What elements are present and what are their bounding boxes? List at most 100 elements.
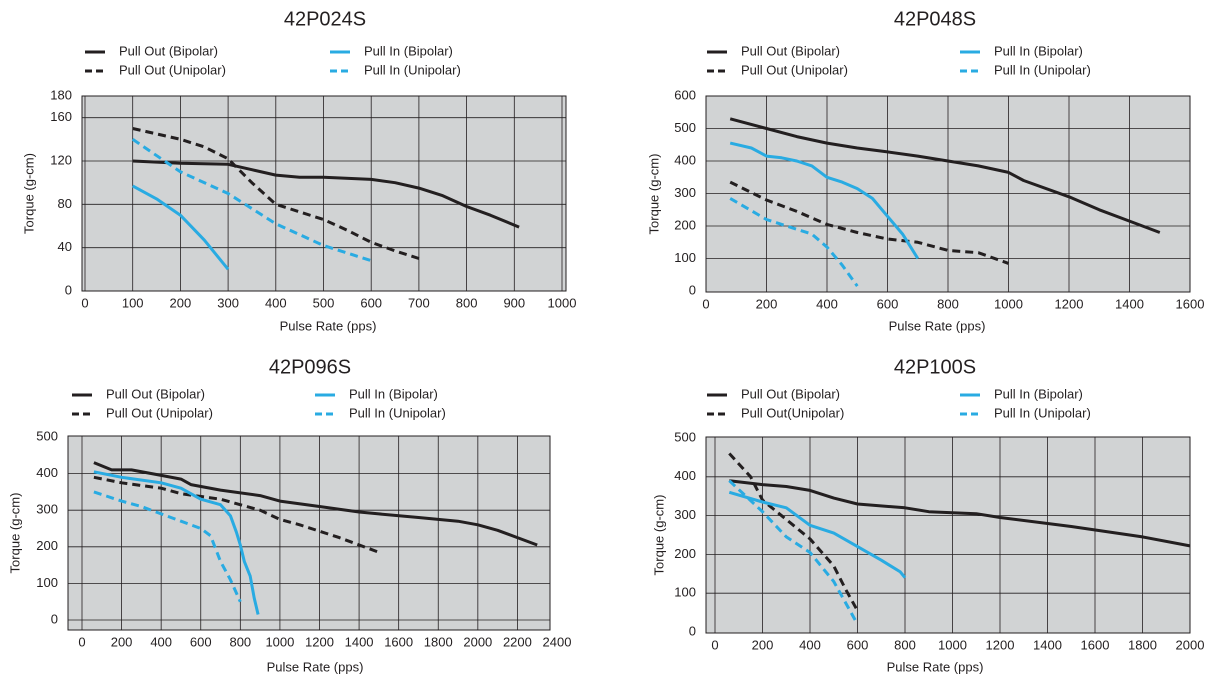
plot-area [81,95,567,292]
series-line [93,475,380,554]
legend-label: Pull In (Bipolar) [349,386,438,401]
x-tick-label: 200 [752,637,774,652]
legend-label: Pull In (Bipolar) [994,43,1083,58]
x-tick-label: 800 [456,295,478,310]
x-axis-label: Pulse Rate (pps) [887,659,984,674]
x-tick-label: 600 [847,637,869,652]
plot-area [67,435,551,631]
x-tick-label: 1200 [1055,296,1084,311]
x-tick-label: 1600 [1176,296,1205,311]
x-tick-label: 1000 [548,295,577,310]
legend-label: Pull Out (Bipolar) [106,386,205,401]
y-axis-label: Torque (g-cm) [21,153,36,234]
x-tick-label: 800 [229,634,251,649]
x-tick-label: 600 [360,295,382,310]
y-tick-label: 300 [36,502,58,517]
x-tick-label: 0 [702,296,709,311]
series-line [93,470,260,615]
y-tick-label: 300 [674,507,696,522]
y-tick-label: 160 [50,109,72,124]
x-tick-label: 1800 [424,634,453,649]
y-tick-label: 100 [674,250,696,265]
y-tick-label: 0 [689,282,696,297]
x-tick-label: 1200 [986,637,1015,652]
y-tick-label: 120 [50,152,72,167]
series-line [728,452,859,612]
y-tick-label: 100 [674,585,696,600]
y-axis-label: Torque (g-cm) [651,495,666,576]
x-axis-label: Pulse Rate (pps) [267,659,364,674]
y-tick-label: 200 [674,546,696,561]
x-tick-label: 200 [111,634,133,649]
x-tick-label: 400 [265,295,287,310]
y-tick-label: 500 [674,429,696,444]
y-tick-label: 500 [674,120,696,135]
legend-label: Pull Out (Bipolar) [741,43,840,58]
series-line [131,184,230,271]
series-line [729,141,920,260]
x-tick-label: 1400 [1115,296,1144,311]
y-axis-label: Torque (g-cm) [7,493,22,574]
series-line [132,159,520,229]
legend-label: Pull Out(Unipolar) [741,405,844,420]
x-tick-label: 1400 [345,634,374,649]
y-tick-label: 400 [674,468,696,483]
x-tick-label: 700 [408,295,430,310]
x-tick-label: 1800 [1128,637,1157,652]
x-tick-label: 1000 [265,634,294,649]
x-tick-label: 800 [894,637,916,652]
series-line [729,197,859,287]
legend-label: Pull In (Bipolar) [994,386,1083,401]
x-tick-label: 2000 [1176,637,1205,652]
y-tick-label: 180 [50,87,72,102]
x-tick-label: 1600 [1081,637,1110,652]
series-line [131,138,372,263]
y-tick-label: 80 [58,196,72,211]
x-axis-label: Pulse Rate (pps) [889,318,986,333]
x-tick-label: 400 [150,634,172,649]
x-tick-label: 0 [78,634,85,649]
chart-title: 42P048S [894,8,976,30]
x-tick-label: 1400 [1033,637,1062,652]
legend-label: Pull Out (Bipolar) [741,386,840,401]
series-line [93,461,538,547]
legend-label: Pull In (Unipolar) [349,405,446,420]
x-tick-label: 0 [711,637,718,652]
x-tick-label: 1000 [938,637,967,652]
x-tick-label: 900 [503,295,525,310]
legend-label: Pull In (Unipolar) [364,62,461,77]
legend-label: Pull In (Unipolar) [994,62,1091,77]
x-tick-label: 300 [217,295,239,310]
y-tick-label: 400 [674,152,696,167]
y-tick-label: 300 [674,185,696,200]
chart-title: 42P096S [269,356,351,378]
series-line [729,479,1191,548]
x-tick-label: 1000 [994,296,1023,311]
legend-label: Pull Out (Unipolar) [119,62,226,77]
x-tick-label: 200 [756,296,778,311]
y-tick-label: 200 [674,217,696,232]
x-tick-label: 400 [816,296,838,311]
y-tick-label: 0 [689,623,696,638]
x-tick-label: 500 [313,295,335,310]
x-tick-label: 600 [877,296,899,311]
x-tick-label: 400 [799,637,821,652]
x-tick-label: 2000 [463,634,492,649]
x-tick-label: 100 [122,295,144,310]
y-tick-label: 0 [51,611,58,626]
y-tick-label: 600 [674,87,696,102]
y-tick-label: 0 [65,282,72,297]
y-tick-label: 400 [36,465,58,480]
x-tick-label: 2400 [543,634,572,649]
x-tick-label: 0 [81,295,88,310]
x-axis-label: Pulse Rate (pps) [280,318,377,333]
legend-label: Pull Out (Unipolar) [741,62,848,77]
legend-label: Pull In (Bipolar) [364,43,453,58]
series-line [729,117,1161,234]
y-tick-label: 500 [36,428,58,443]
chart-title: 42P100S [894,356,976,378]
legend-label: Pull In (Unipolar) [994,405,1091,420]
x-tick-label: 1600 [384,634,413,649]
y-tick-label: 100 [36,575,58,590]
